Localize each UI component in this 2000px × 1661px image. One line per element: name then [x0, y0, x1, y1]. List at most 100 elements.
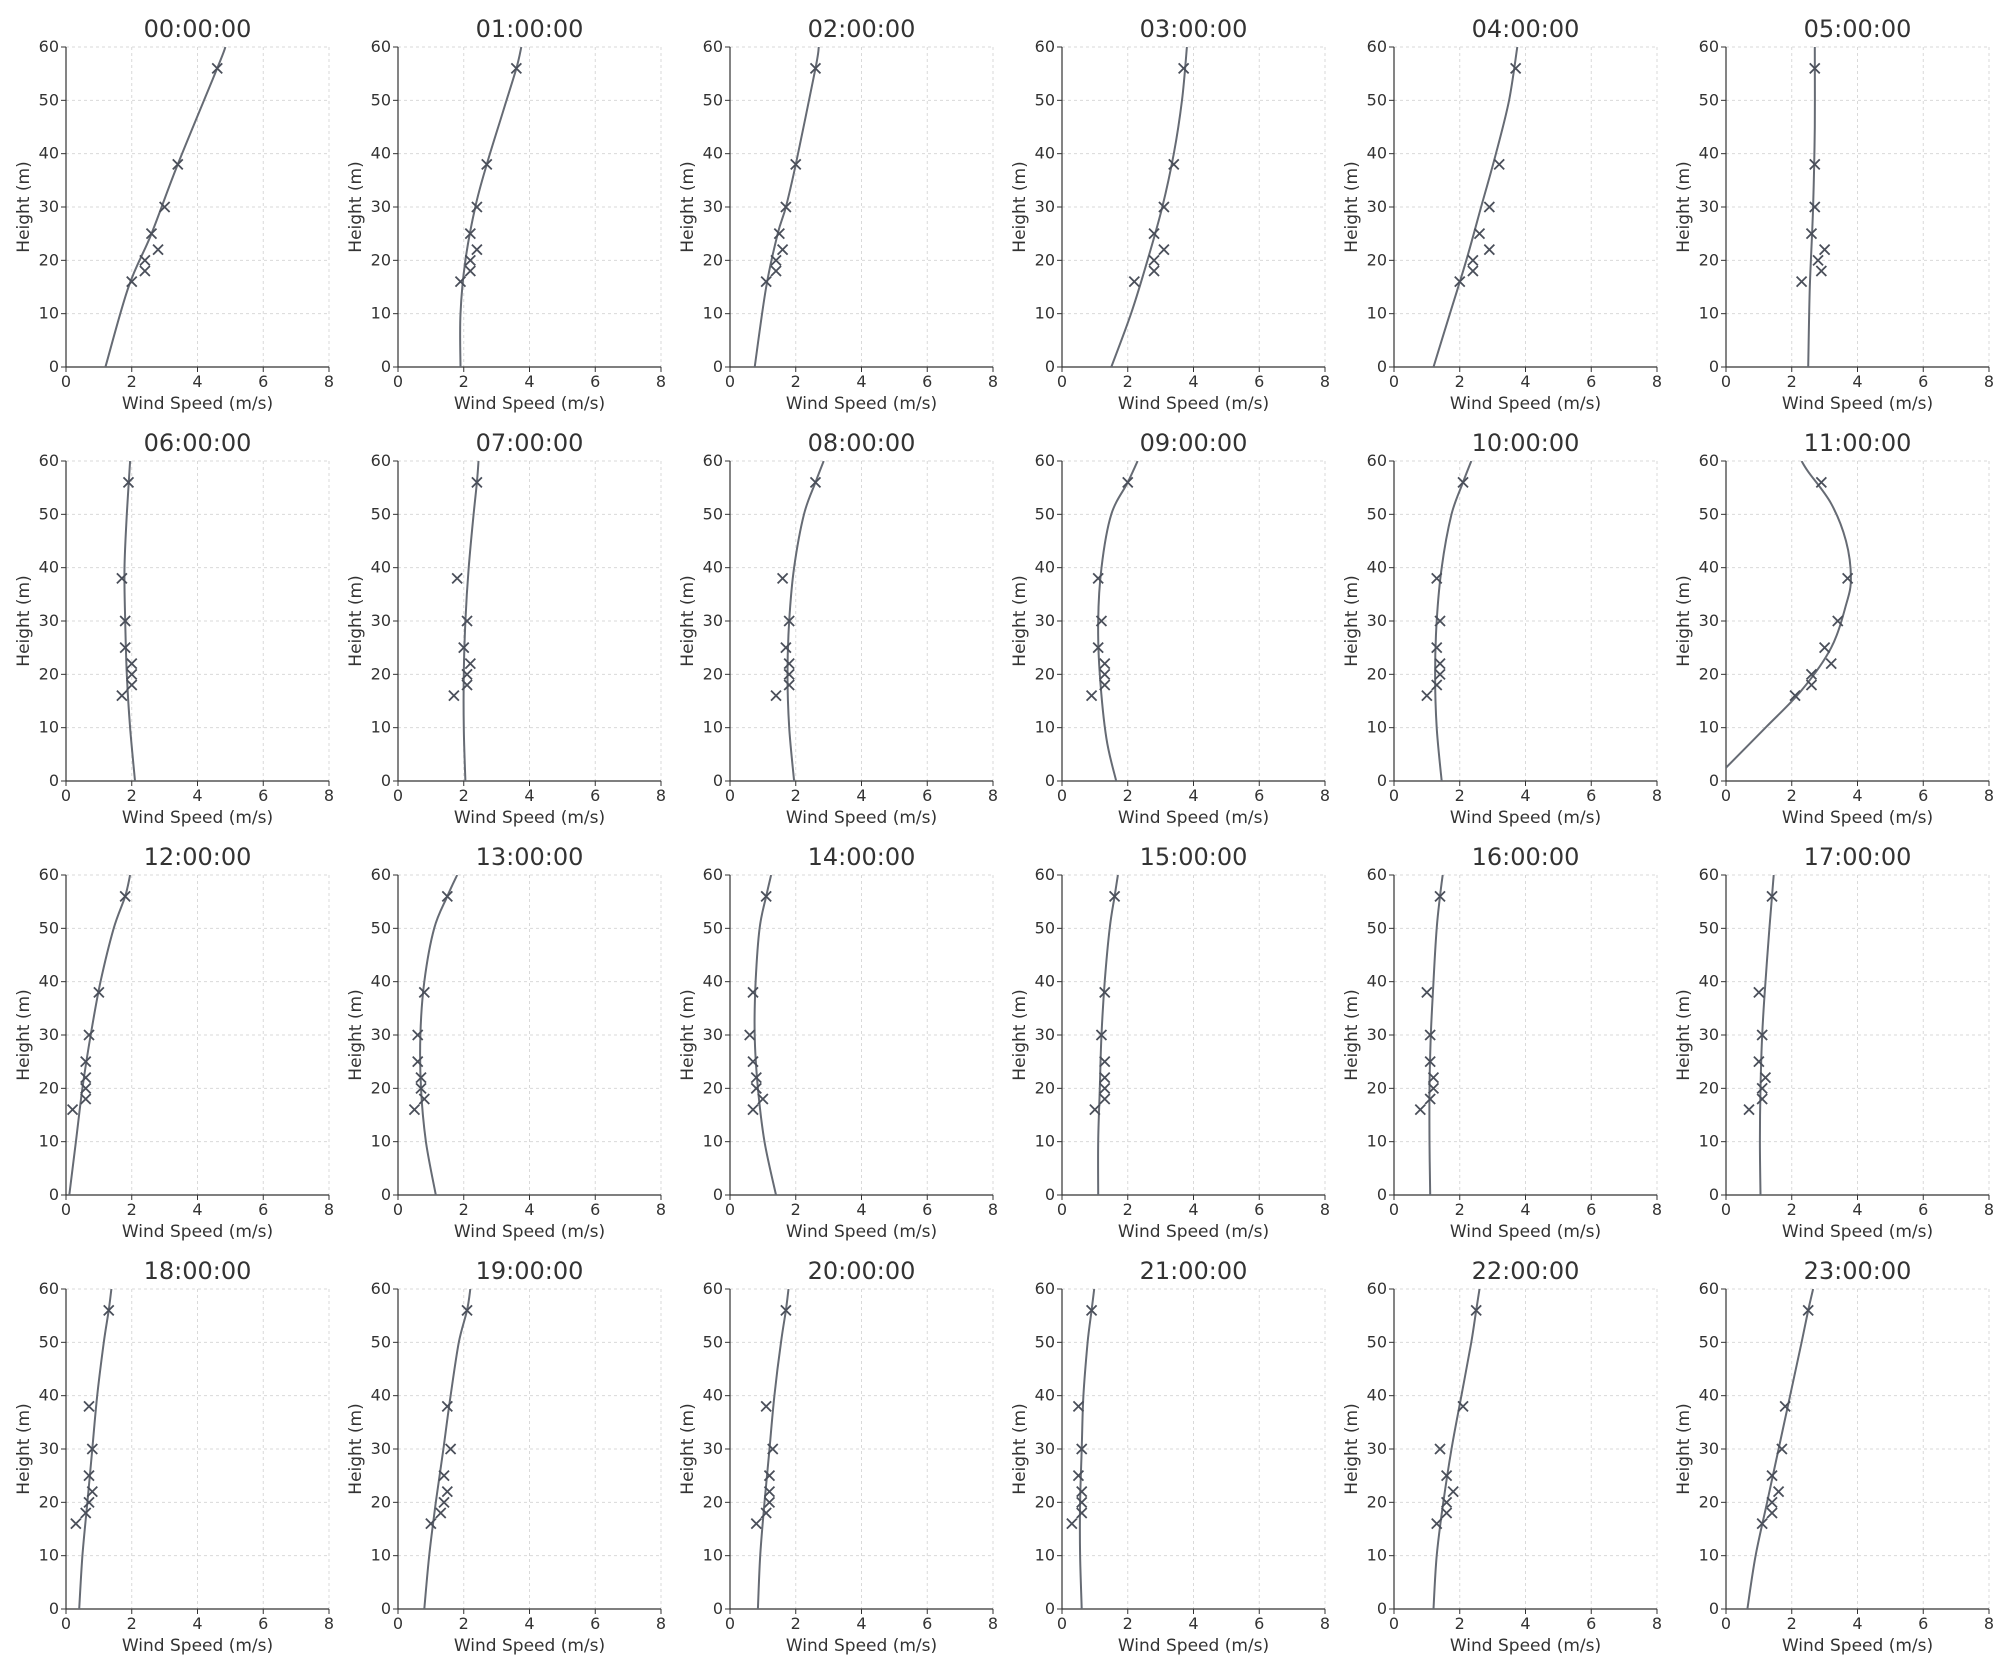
y-axis-label: Height (m) [1010, 161, 1030, 252]
x-tick-label: 0 [393, 1200, 403, 1219]
subplot-panel: 05:00:00 0 2 4 6 8 0 10 20 30 40 50 60 Wind Speed (m/… [1674, 15, 1994, 414]
y-tick-label: 60 [1699, 37, 1719, 56]
x-tick-label: 0 [61, 372, 71, 391]
y-tick-label: 50 [371, 918, 391, 937]
y-tick-label: 20 [39, 1078, 59, 1097]
y-tick-label: 50 [703, 504, 723, 523]
y-axis-label: Height (m) [14, 1403, 34, 1494]
data-point-marker [481, 158, 493, 170]
panel-title: 17:00:00 [1804, 843, 1912, 871]
y-tick-label: 60 [703, 1279, 723, 1298]
x-tick-label: 6 [258, 786, 268, 805]
x-tick-label: 4 [192, 372, 202, 391]
x-tick-label: 6 [1254, 786, 1264, 805]
x-tick-label: 4 [1852, 1614, 1862, 1633]
x-tick-label: 0 [61, 1614, 71, 1633]
x-axis-label: Wind Speed (m/s) [786, 1222, 937, 1242]
x-tick-label: 6 [1918, 1200, 1928, 1219]
y-tick-label: 0 [381, 1599, 391, 1618]
data-point-marker [461, 679, 473, 691]
y-tick-label: 40 [703, 558, 723, 577]
y-tick-label: 40 [703, 1386, 723, 1405]
x-axis-label: Wind Speed (m/s) [122, 1222, 273, 1242]
x-axis-label: Wind Speed (m/s) [454, 1636, 605, 1656]
x-axis-label: Wind Speed (m/s) [1782, 1222, 1933, 1242]
panel-title: 08:00:00 [808, 429, 916, 457]
panel-title: 03:00:00 [1140, 15, 1248, 43]
y-tick-label: 30 [703, 197, 723, 216]
subplot-panel: 14:00:00 0 2 4 6 8 0 10 20 30 40 50 60 Wind Speed (m/… [678, 843, 998, 1242]
y-tick-label: 30 [1367, 611, 1387, 630]
y-tick-label: 40 [1367, 144, 1387, 163]
x-tick-label: 2 [127, 1200, 137, 1219]
y-tick-label: 60 [703, 37, 723, 56]
y-axis-label: Height (m) [14, 161, 34, 252]
x-tick-label: 0 [393, 786, 403, 805]
y-tick-label: 20 [1367, 664, 1387, 683]
y-tick-label: 50 [39, 504, 59, 523]
y-axis-label: Height (m) [1010, 989, 1030, 1080]
y-axis-label: Height (m) [678, 575, 698, 666]
data-point-marker [770, 254, 782, 266]
x-tick-label: 4 [856, 1200, 866, 1219]
y-tick-label: 20 [1035, 250, 1055, 269]
fit-curve [786, 461, 825, 781]
y-tick-label: 10 [371, 1132, 391, 1151]
y-tick-label: 20 [371, 1078, 391, 1097]
fit-curve [459, 47, 523, 367]
data-point-marker [461, 615, 473, 627]
y-tick-label: 40 [1367, 1386, 1387, 1405]
y-tick-label: 30 [371, 611, 391, 630]
y-tick-label: 30 [1035, 611, 1055, 630]
x-tick-label: 6 [258, 372, 268, 391]
y-tick-label: 30 [1367, 1439, 1387, 1458]
data-point-marker [1756, 1082, 1768, 1094]
data-point-marker [1766, 890, 1778, 902]
data-point-marker [1424, 1056, 1436, 1068]
x-tick-label: 0 [725, 1200, 735, 1219]
fit-curve [419, 875, 459, 1195]
fit-curve [1434, 461, 1473, 781]
x-tick-label: 0 [61, 1200, 71, 1219]
y-tick-label: 40 [1367, 972, 1387, 991]
data-point-marker [1421, 690, 1433, 702]
data-point-marker [441, 1486, 453, 1498]
data-point-marker [1099, 679, 1111, 691]
x-tick-label: 0 [393, 372, 403, 391]
y-tick-label: 60 [39, 1279, 59, 1298]
data-point-marker [441, 890, 453, 902]
data-point-marker [425, 1518, 437, 1530]
data-point-marker [93, 986, 105, 998]
data-point-marker [1095, 1029, 1108, 1041]
y-tick-label: 0 [713, 1185, 723, 1204]
y-tick-label: 60 [703, 865, 723, 884]
data-point-marker [1805, 679, 1818, 691]
x-axis-label: Wind Speed (m/s) [786, 808, 937, 828]
x-tick-label: 2 [459, 1200, 469, 1219]
y-tick-label: 0 [381, 357, 391, 376]
data-point-marker [750, 1518, 762, 1530]
x-tick-label: 4 [192, 786, 202, 805]
y-tick-label: 60 [39, 451, 59, 470]
y-tick-label: 20 [1367, 250, 1387, 269]
data-point-marker [744, 1029, 756, 1041]
fit-curve [78, 1289, 113, 1609]
x-tick-label: 4 [524, 786, 534, 805]
panel-title: 22:00:00 [1472, 1257, 1580, 1285]
data-point-marker [1440, 1470, 1453, 1482]
y-axis-label: Height (m) [1674, 1403, 1694, 1494]
y-tick-label: 60 [703, 451, 723, 470]
data-point-marker [763, 1486, 776, 1498]
data-point-marker [1756, 1029, 1768, 1041]
y-tick-label: 40 [371, 558, 391, 577]
x-tick-label: 4 [1188, 372, 1198, 391]
panel-title: 07:00:00 [476, 429, 584, 457]
data-point-marker [116, 572, 128, 584]
panel-title: 16:00:00 [1472, 843, 1580, 871]
data-point-marker [1122, 476, 1134, 488]
y-tick-label: 60 [371, 37, 391, 56]
y-tick-label: 10 [1367, 1132, 1387, 1151]
y-tick-label: 10 [1367, 304, 1387, 323]
x-tick-label: 8 [324, 786, 334, 805]
x-tick-label: 2 [791, 1614, 801, 1633]
